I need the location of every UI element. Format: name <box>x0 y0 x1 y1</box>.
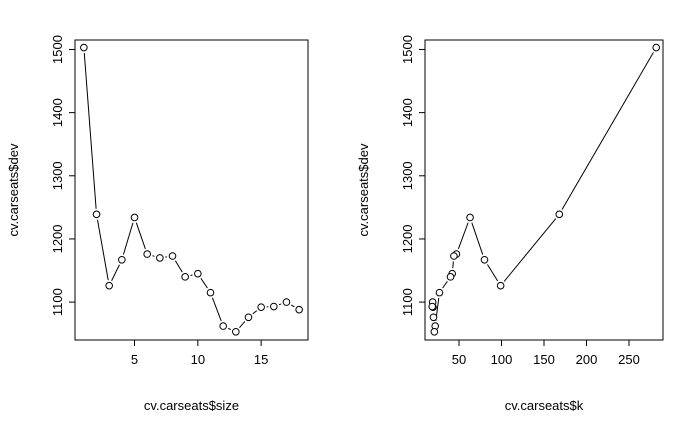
chart-panel-2: 50 100 150 200 250 1100 1200 1300 1400 1500 cv.car… <box>356 35 664 413</box>
data-point <box>270 302 278 311</box>
x-tick-label: 15 <box>254 352 268 367</box>
data-point <box>555 210 564 219</box>
data-point <box>446 273 455 281</box>
x-tick-label: 10 <box>191 352 205 367</box>
series-segment <box>211 297 222 322</box>
data-point <box>480 255 489 264</box>
data-point <box>450 252 458 260</box>
series-segment <box>135 222 146 250</box>
x-tick-label: 250 <box>618 352 640 367</box>
x-tick-label: 5 <box>131 352 138 367</box>
y-tick-label: 1500 <box>400 35 415 64</box>
series-segment <box>200 277 208 289</box>
y-tick-label: 1200 <box>400 224 415 253</box>
y-tick-label: 1400 <box>50 98 65 127</box>
y-tick-label: 1100 <box>400 288 415 316</box>
data-point <box>257 303 265 311</box>
series-segment <box>96 219 109 281</box>
series-segment <box>227 327 232 330</box>
data-point <box>496 281 505 290</box>
data-point <box>118 255 126 264</box>
series-segment <box>152 255 155 257</box>
series-segment <box>452 261 454 269</box>
y-tick-label: 1400 <box>400 98 415 127</box>
data-point <box>428 302 437 311</box>
x-tick-label: 150 <box>533 352 555 367</box>
y-tick-label: 1100 <box>50 288 65 316</box>
data-point <box>181 273 189 281</box>
data-point <box>435 288 444 297</box>
data-point <box>282 298 291 306</box>
x-tick-label: 200 <box>576 352 598 367</box>
series-segment <box>174 260 183 273</box>
y-tick-label: 1300 <box>400 161 415 190</box>
data-point <box>105 281 113 290</box>
data-point <box>466 213 474 222</box>
series-segment <box>239 321 246 328</box>
data-point <box>206 288 215 297</box>
series-segment <box>503 218 557 282</box>
x-axis: 50 100 150 200 250 <box>452 339 640 367</box>
y-axis-title: cv.carseats$dev <box>356 143 371 236</box>
y-axis: 1100 1200 1300 1400 1500 <box>50 35 76 316</box>
data-point <box>652 43 661 52</box>
series-segment <box>442 281 448 289</box>
series-segment <box>561 52 654 210</box>
series <box>428 43 661 336</box>
data-point <box>430 327 439 336</box>
data-point <box>80 43 88 52</box>
plot-frame <box>424 39 664 341</box>
data-point <box>429 313 438 322</box>
y-axis: 1100 1200 1300 1400 1500 <box>400 35 426 316</box>
series-segment <box>486 264 499 282</box>
series-segment <box>471 222 484 255</box>
y-tick-label: 1300 <box>50 161 65 190</box>
data-point <box>219 322 227 330</box>
data-point <box>156 254 164 262</box>
chart-panel-1: 5 10 15 1100 1200 1300 1400 1500 cv.carseats$siz… <box>6 35 309 413</box>
series-segment <box>278 303 282 306</box>
x-axis: 5 10 15 <box>131 339 268 367</box>
y-tick-label: 1500 <box>50 35 65 64</box>
series-segment <box>111 264 120 281</box>
series-segment <box>290 304 295 308</box>
series-segment <box>252 310 258 315</box>
y-tick-label: 1200 <box>50 224 65 253</box>
data-point <box>92 210 101 219</box>
data-point <box>194 269 202 278</box>
series-segment <box>122 222 134 255</box>
data-point <box>232 327 240 336</box>
data-point <box>143 250 151 258</box>
series-segment <box>457 222 469 250</box>
x-axis-title: cv.carseats$k <box>505 398 584 413</box>
series-segment <box>83 53 97 209</box>
x-tick-label: 100 <box>491 352 513 367</box>
y-axis-title: cv.carseats$dev <box>6 143 21 236</box>
series <box>80 43 303 336</box>
x-tick-label: 50 <box>452 352 466 367</box>
x-axis-title: cv.carseats$size <box>144 398 239 413</box>
data-point <box>295 305 303 314</box>
data-point <box>130 213 139 222</box>
plot-frame <box>74 39 309 341</box>
data-point <box>168 252 177 260</box>
data-point <box>244 313 253 322</box>
